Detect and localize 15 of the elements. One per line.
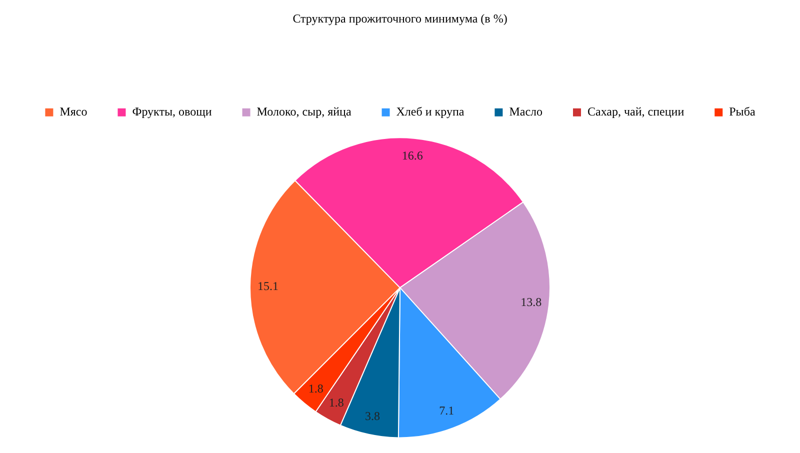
data-label: 1.8 bbox=[308, 382, 324, 396]
legend-label: Мясо bbox=[60, 104, 88, 119]
legend-label: Масло bbox=[509, 104, 543, 119]
legend-label: Фрукты, овощи bbox=[132, 104, 212, 119]
legend-label: Молоко, сыр, яйца bbox=[256, 104, 352, 119]
data-label: 3.8 bbox=[365, 408, 380, 423]
chart-title: Структура прожиточного минимума (в %) bbox=[292, 11, 508, 26]
data-label: 16.6 bbox=[402, 148, 423, 162]
data-label: 7.1 bbox=[439, 403, 454, 418]
legend-label: Сахар, чай, специи bbox=[588, 104, 685, 119]
legend-label: Хлеб и крупа bbox=[396, 104, 465, 119]
data-label: 15.1 bbox=[258, 279, 278, 294]
legend-label: Рыба bbox=[729, 104, 756, 119]
data-label: 13.8 bbox=[520, 295, 542, 310]
data-label: 1.8 bbox=[328, 396, 344, 410]
